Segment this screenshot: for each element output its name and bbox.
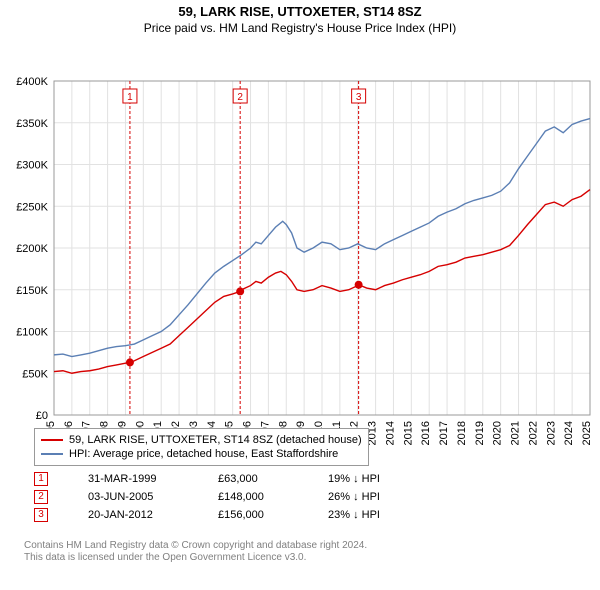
legend-swatch xyxy=(41,439,63,441)
sale-price: £156,000 xyxy=(218,506,288,524)
svg-text:2: 2 xyxy=(237,92,243,103)
footer-text: Contains HM Land Registry data © Crown c… xyxy=(24,540,367,564)
legend-label: 59, LARK RISE, UTTOXETER, ST14 8SZ (deta… xyxy=(69,433,362,447)
sale-row: 2 03-JUN-2005 £148,000 26% ↓ HPI xyxy=(34,488,408,506)
svg-text:£150K: £150K xyxy=(16,285,48,297)
sale-price: £148,000 xyxy=(218,488,288,506)
chart-title: 59, LARK RISE, UTTOXETER, ST14 8SZ xyxy=(0,4,600,19)
svg-text:2023: 2023 xyxy=(545,421,557,445)
sale-row: 3 20-JAN-2012 £156,000 23% ↓ HPI xyxy=(34,506,408,524)
svg-text:3: 3 xyxy=(356,92,362,103)
svg-text:£0: £0 xyxy=(36,410,48,422)
legend-swatch xyxy=(41,453,63,455)
svg-text:£250K: £250K xyxy=(16,201,48,213)
sale-row: 1 31-MAR-1999 £63,000 19% ↓ HPI xyxy=(34,470,408,488)
svg-text:2014: 2014 xyxy=(384,421,396,445)
svg-text:2015: 2015 xyxy=(402,421,414,445)
sales-table: 1 31-MAR-1999 £63,000 19% ↓ HPI 2 03-JUN-2005… xyxy=(34,470,408,524)
sale-marker-box: 3 xyxy=(34,508,48,522)
sale-hpi-compare: 19% ↓ HPI xyxy=(328,470,408,488)
svg-text:£200K: £200K xyxy=(16,243,48,255)
svg-text:2025: 2025 xyxy=(581,421,593,445)
chart-container: 59, LARK RISE, UTTOXETER, ST14 8SZ Price… xyxy=(0,0,600,590)
svg-text:2024: 2024 xyxy=(563,421,575,445)
svg-text:£50K: £50K xyxy=(22,368,48,380)
svg-text:2019: 2019 xyxy=(474,421,486,445)
svg-text:2016: 2016 xyxy=(420,421,432,445)
svg-text:1: 1 xyxy=(127,92,133,103)
sale-marker-box: 1 xyxy=(34,472,48,486)
svg-text:2022: 2022 xyxy=(527,421,539,445)
sale-date: 31-MAR-1999 xyxy=(88,470,178,488)
sale-price: £63,000 xyxy=(218,470,288,488)
sale-hpi-compare: 26% ↓ HPI xyxy=(328,488,408,506)
svg-text:2017: 2017 xyxy=(438,421,450,445)
chart-svg: £0 £50K £100K £150K £200K £250K £300K £350K £400… xyxy=(0,35,600,463)
chart-subtitle: Price paid vs. HM Land Registry's House … xyxy=(0,21,600,35)
svg-text:2020: 2020 xyxy=(492,421,504,445)
svg-text:£400K: £400K xyxy=(16,76,48,88)
sale-marker-box: 2 xyxy=(34,490,48,504)
title-block: 59, LARK RISE, UTTOXETER, ST14 8SZ Price… xyxy=(0,0,600,35)
sale-date: 03-JUN-2005 xyxy=(88,488,178,506)
sale-date: 20-JAN-2012 xyxy=(88,506,178,524)
footer-line2: This data is licensed under the Open Gov… xyxy=(24,552,367,564)
svg-text:2018: 2018 xyxy=(456,421,468,445)
svg-text:£350K: £350K xyxy=(16,118,48,130)
svg-text:2021: 2021 xyxy=(510,421,522,445)
footer-line1: Contains HM Land Registry data © Crown c… xyxy=(24,540,367,552)
legend-box: 59, LARK RISE, UTTOXETER, ST14 8SZ (deta… xyxy=(34,428,369,466)
legend-row: 59, LARK RISE, UTTOXETER, ST14 8SZ (deta… xyxy=(41,433,362,447)
legend-label: HPI: Average price, detached house, East… xyxy=(69,447,338,461)
svg-text:£100K: £100K xyxy=(16,327,48,339)
legend-row: HPI: Average price, detached house, East… xyxy=(41,447,362,461)
svg-text:£300K: £300K xyxy=(16,160,48,172)
sale-hpi-compare: 23% ↓ HPI xyxy=(328,506,408,524)
